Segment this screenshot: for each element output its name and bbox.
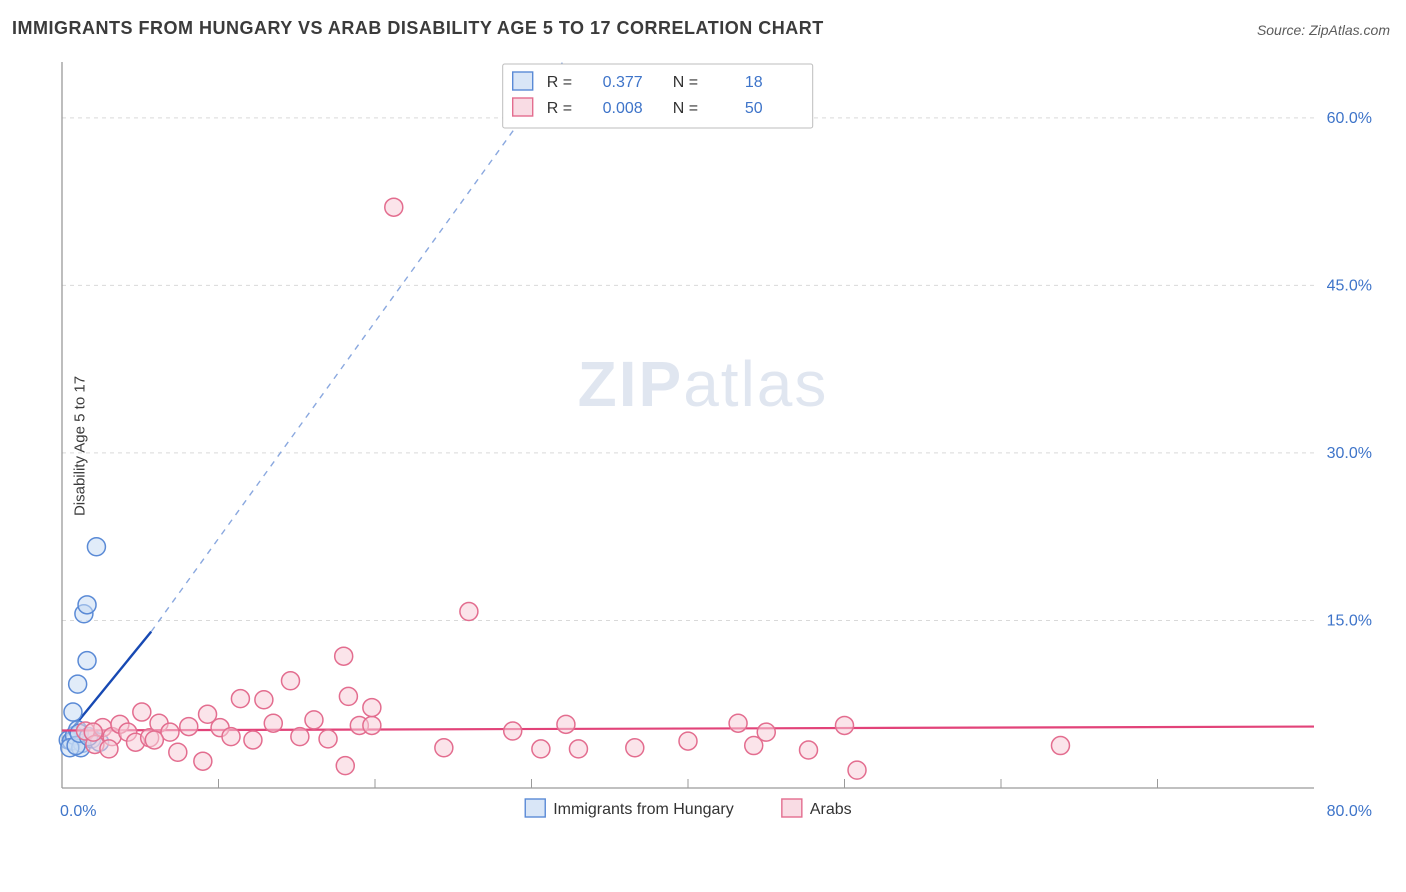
data-point <box>100 740 118 758</box>
series-legend: Immigrants from Hungary Arabs <box>525 799 851 818</box>
data-point <box>84 723 102 741</box>
data-point <box>281 672 299 690</box>
legend-swatch <box>525 799 545 817</box>
data-point <box>169 743 187 761</box>
data-point <box>255 691 273 709</box>
legend-swatch <box>782 799 802 817</box>
data-point <box>244 731 262 749</box>
data-point <box>504 722 522 740</box>
data-point <box>729 714 747 732</box>
legend-r-label: R = <box>547 100 572 117</box>
data-point <box>569 740 587 758</box>
data-point <box>87 538 105 556</box>
data-point <box>222 728 240 746</box>
data-point <box>460 603 478 621</box>
data-point <box>291 728 309 746</box>
legend-series-label: Arabs <box>810 801 852 818</box>
data-point <box>339 687 357 705</box>
data-point <box>264 714 282 732</box>
source-attribution: Source: ZipAtlas.com <box>1257 22 1390 38</box>
data-point <box>145 731 163 749</box>
data-point <box>231 690 249 708</box>
data-point <box>836 716 854 734</box>
trend-extrapolation <box>151 62 563 632</box>
legend-series-label: Immigrants from Hungary <box>553 801 734 818</box>
data-point <box>757 723 775 741</box>
legend-r-value: 0.008 <box>603 100 643 117</box>
data-point <box>305 711 323 729</box>
legend-swatch <box>513 98 533 116</box>
chart-container: IMMIGRANTS FROM HUNGARY VS ARAB DISABILI… <box>0 0 1406 892</box>
data-point <box>78 596 96 614</box>
legend-n-value: 18 <box>745 74 763 91</box>
data-point <box>319 730 337 748</box>
data-point <box>532 740 550 758</box>
x-tick-label: 0.0% <box>60 803 96 820</box>
data-point <box>363 699 381 717</box>
correlation-legend: R = 0.377 N = 18 R = 0.008 N = 50 <box>503 64 813 128</box>
legend-r-value: 0.377 <box>603 74 643 91</box>
legend-n-value: 50 <box>745 100 763 117</box>
data-point <box>557 715 575 733</box>
data-point <box>336 757 354 775</box>
legend-r-label: R = <box>547 74 572 91</box>
data-point <box>363 716 381 734</box>
data-point <box>848 761 866 779</box>
data-point <box>679 732 697 750</box>
legend-n-label: N = <box>673 100 698 117</box>
scatter-plot: 15.0% 30.0% 45.0% 60.0% 0.0% 80.0% R = 0.377 N =… <box>50 52 1380 832</box>
legend-swatch <box>513 72 533 90</box>
chart-title: IMMIGRANTS FROM HUNGARY VS ARAB DISABILI… <box>12 18 824 39</box>
data-point <box>385 198 403 216</box>
y-tick-label: 45.0% <box>1327 277 1372 294</box>
data-point <box>435 739 453 757</box>
data-point <box>69 675 87 693</box>
data-point <box>800 741 818 759</box>
data-point <box>626 739 644 757</box>
y-tick-label: 60.0% <box>1327 110 1372 127</box>
data-point <box>1051 737 1069 755</box>
data-point <box>64 703 82 721</box>
data-point <box>194 752 212 770</box>
y-tick-label: 15.0% <box>1327 612 1372 629</box>
legend-n-label: N = <box>673 74 698 91</box>
data-point <box>180 718 198 736</box>
x-tick-label: 80.0% <box>1327 803 1372 820</box>
data-point <box>335 647 353 665</box>
data-point <box>78 652 96 670</box>
data-point <box>133 703 151 721</box>
trend-line <box>62 727 1314 731</box>
y-tick-label: 30.0% <box>1327 445 1372 462</box>
